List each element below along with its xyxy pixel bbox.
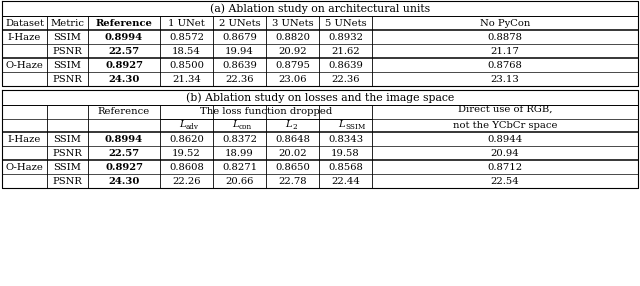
Text: 18.54: 18.54 [172, 47, 201, 55]
Text: 0.8795: 0.8795 [275, 61, 310, 69]
Text: 22.36: 22.36 [225, 74, 253, 84]
Text: PSNR: PSNR [52, 176, 83, 186]
Text: 0.8927: 0.8927 [105, 162, 143, 172]
Text: 20.66: 20.66 [225, 176, 253, 186]
Text: 20.02: 20.02 [278, 148, 307, 158]
Text: 0.8568: 0.8568 [328, 162, 363, 172]
Text: L: L [338, 120, 344, 129]
Text: 0.8620: 0.8620 [169, 134, 204, 144]
Text: O-Haze: O-Haze [6, 162, 44, 172]
Text: 22.78: 22.78 [278, 176, 307, 186]
Text: 2 UNets: 2 UNets [219, 19, 260, 27]
Text: 0.8820: 0.8820 [275, 33, 310, 41]
Text: 0.8648: 0.8648 [275, 134, 310, 144]
Text: 0.8372: 0.8372 [222, 134, 257, 144]
Text: 24.30: 24.30 [108, 176, 140, 186]
Text: Dataset: Dataset [5, 19, 44, 27]
Text: Reference: Reference [95, 19, 152, 27]
Text: SSIM: SSIM [345, 123, 365, 131]
Text: 23.13: 23.13 [491, 74, 520, 84]
Text: 1 UNet: 1 UNet [168, 19, 205, 27]
Text: I-Haze: I-Haze [8, 134, 41, 144]
Text: 22.54: 22.54 [491, 176, 520, 186]
Text: 22.57: 22.57 [108, 148, 140, 158]
Text: 23.06: 23.06 [278, 74, 307, 84]
Text: (a) Ablation study on architectural units: (a) Ablation study on architectural unit… [210, 3, 430, 14]
Text: 0.8768: 0.8768 [488, 61, 522, 69]
Text: Direct use of RGB,: Direct use of RGB, [458, 104, 552, 114]
Text: 19.58: 19.58 [331, 148, 360, 158]
Text: 19.94: 19.94 [225, 47, 254, 55]
Text: No PyCon: No PyCon [480, 19, 530, 27]
Text: con: con [239, 123, 252, 131]
Text: Reference: Reference [98, 108, 150, 116]
Text: 0.8572: 0.8572 [169, 33, 204, 41]
Text: 20.94: 20.94 [491, 148, 520, 158]
Text: not the YCbCr space: not the YCbCr space [452, 121, 557, 130]
Text: 21.62: 21.62 [331, 47, 360, 55]
Text: 0.8608: 0.8608 [169, 162, 204, 172]
Text: PSNR: PSNR [52, 47, 83, 55]
Text: SSIM: SSIM [54, 134, 81, 144]
Text: 22.36: 22.36 [332, 74, 360, 84]
Text: 0.8271: 0.8271 [222, 162, 257, 172]
Text: 5 UNets: 5 UNets [324, 19, 366, 27]
Text: L: L [179, 120, 186, 129]
Text: 0.8994: 0.8994 [105, 134, 143, 144]
Text: 22.26: 22.26 [172, 176, 201, 186]
Text: 0.8944: 0.8944 [488, 134, 523, 144]
Text: 0.8343: 0.8343 [328, 134, 363, 144]
Text: 18.99: 18.99 [225, 148, 254, 158]
Text: 0.8639: 0.8639 [328, 61, 363, 69]
Text: (b) Ablation study on losses and the image space: (b) Ablation study on losses and the ima… [186, 92, 454, 103]
Text: SSIM: SSIM [54, 61, 81, 69]
Text: adv: adv [186, 123, 199, 131]
Text: PSNR: PSNR [52, 148, 83, 158]
Text: O-Haze: O-Haze [6, 61, 44, 69]
Text: Metric: Metric [51, 19, 84, 27]
Text: 0.8878: 0.8878 [488, 33, 522, 41]
Text: 0.8500: 0.8500 [169, 61, 204, 69]
Text: 0.8712: 0.8712 [488, 162, 523, 172]
Text: 0.8932: 0.8932 [328, 33, 363, 41]
Text: 0.8679: 0.8679 [222, 33, 257, 41]
Text: 20.92: 20.92 [278, 47, 307, 55]
Text: 22.57: 22.57 [108, 47, 140, 55]
Text: PSNR: PSNR [52, 74, 83, 84]
Text: L: L [232, 120, 239, 129]
Text: 0.8927: 0.8927 [105, 61, 143, 69]
Text: 0.8650: 0.8650 [275, 162, 310, 172]
Text: 19.52: 19.52 [172, 148, 201, 158]
Text: SSIM: SSIM [54, 162, 81, 172]
Text: 22.44: 22.44 [331, 176, 360, 186]
Text: 3 UNets: 3 UNets [272, 19, 314, 27]
Text: 21.17: 21.17 [491, 47, 520, 55]
Text: I-Haze: I-Haze [8, 33, 41, 41]
Text: 0.8639: 0.8639 [222, 61, 257, 69]
Text: 0.8994: 0.8994 [105, 33, 143, 41]
Text: 24.30: 24.30 [108, 74, 140, 84]
Text: SSIM: SSIM [54, 33, 81, 41]
Text: 2: 2 [292, 123, 296, 131]
Text: L: L [285, 120, 291, 129]
Text: The loss function dropped: The loss function dropped [200, 108, 332, 116]
Text: 21.34: 21.34 [172, 74, 201, 84]
